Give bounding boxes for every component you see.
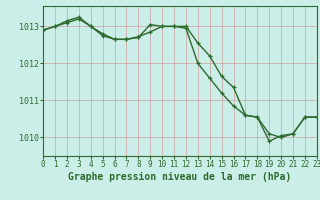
X-axis label: Graphe pression niveau de la mer (hPa): Graphe pression niveau de la mer (hPa) bbox=[68, 172, 292, 182]
